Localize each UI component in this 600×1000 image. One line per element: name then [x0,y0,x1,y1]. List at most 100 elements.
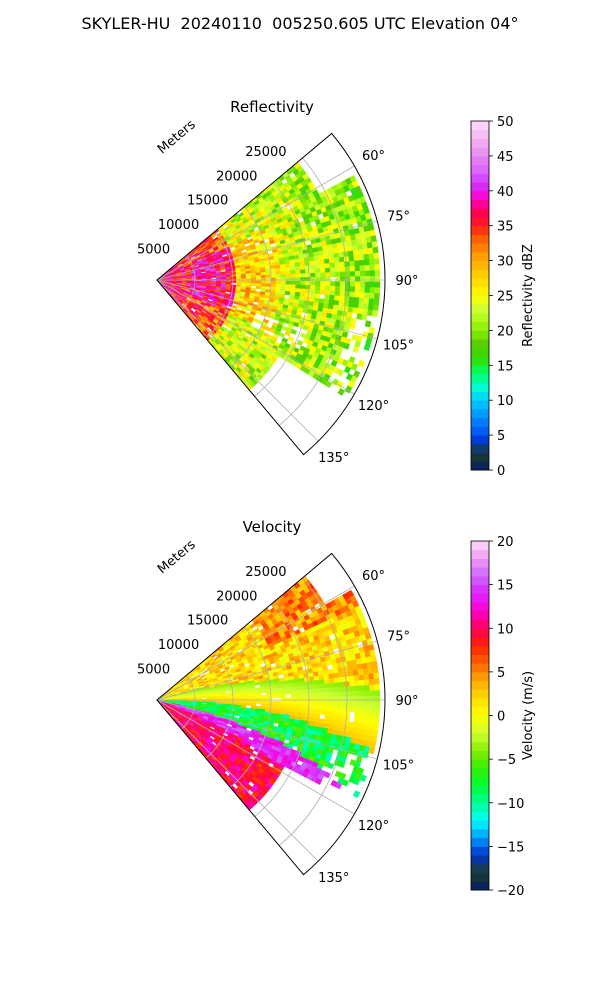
colorbar-segment [471,602,489,612]
heatmap-cell [275,700,282,705]
heatmap-cell [374,287,381,294]
heatmap-cell [345,701,351,707]
heatmap-cell [368,298,375,305]
heatmap-cell [278,332,286,338]
heatmap-cell [294,682,301,687]
heatmap-cell [347,250,355,257]
heatmap-cell [364,320,372,328]
heatmap-cell [201,696,207,699]
heatmap-cell [328,253,335,260]
heatmap-cell [371,310,379,318]
heatmap-cell [309,260,316,266]
heatmap-cell [354,286,361,293]
colorbar-segment [471,138,489,148]
heatmap-cell [319,679,325,685]
heatmap-cell [318,254,325,261]
heatmap-cell [270,277,277,282]
heatmap-cell [285,273,292,278]
heatmap-cell [231,696,237,699]
heatmap-cell [320,281,326,287]
azimuth-tick-label: 60° [362,149,385,164]
heatmap-cell [364,259,370,266]
heatmap-cell [374,264,381,271]
heatmap-cell [255,272,262,276]
heatmap-cell [310,705,316,710]
heatmap-cell [250,698,257,702]
heatmap-cell [265,271,272,276]
colorbar-segment [471,828,489,839]
heatmap-cell [347,670,355,677]
colorbar-segment [471,767,489,778]
heatmap-cell [334,710,341,717]
heatmap-cell [325,701,331,707]
heatmap-cell [245,693,252,697]
heatmap-cell [368,718,375,725]
heatmap-cell [324,714,331,720]
heatmap-cell [367,667,374,675]
heatmap-cell [315,696,321,702]
heatmap-cell [308,256,315,262]
colorbar-segment [471,295,489,305]
heatmap-cell [310,692,316,698]
heatmap-cell [314,679,321,686]
radial-tick-label: 15000 [187,614,228,629]
heatmap-cell [250,278,257,282]
heatmap-cell [304,288,311,294]
heatmap-cell [374,713,380,720]
heatmap-cell [364,707,371,714]
heatmap-cell [363,673,370,681]
heatmap-cell [374,281,381,288]
heatmap-cell [352,249,359,257]
heatmap-cell [295,269,301,275]
heatmap-cell [324,687,331,693]
heatmap-cell [354,711,361,718]
colorbar-segment [471,190,489,201]
colorbar-segment [471,260,489,270]
heatmap-cell [358,722,365,730]
heatmap-cell [245,275,252,279]
heatmap-cell [371,730,379,738]
heatmap-cell [300,689,306,694]
heatmap-cell [294,266,301,271]
heatmap-cell [285,707,291,712]
chart-panel-reflectivity: 60°75°90°105°120°135°5000100001500020000… [137,98,536,479]
heatmap-cell [352,669,359,677]
heatmap-cell [374,275,381,283]
radial-axis-label: Meters [155,537,199,577]
page-title: SKYLER-HU 20240110 005250.605 UTC Elevat… [81,14,519,33]
colorbar-segment [471,269,489,279]
colorbar-segment [471,575,489,586]
heatmap-cell [265,697,272,702]
heatmap-cell [285,284,291,289]
heatmap-cell [270,271,277,276]
colorbar-segment [471,321,489,331]
heatmap-cell [320,696,326,702]
radial-tick-label: 25000 [245,565,286,580]
heatmap-cell [373,258,380,266]
heatmap-cell [241,700,247,704]
heatmap-cell [334,686,341,693]
heatmap-cell [285,700,292,705]
heatmap-cell [369,270,376,277]
colorbar-segment [471,225,489,235]
heatmap-cell [369,695,376,703]
azimuth-tick-label: 120° [358,819,389,834]
heatmap-cell [285,704,291,709]
heatmap-cell [270,694,277,699]
heatmap-cell [368,673,375,680]
heatmap-cell [309,684,316,690]
colorbar-segment [471,435,489,445]
heatmap-cell [369,707,376,714]
heatmap-cell [280,697,287,702]
heatmap-cell [325,692,331,698]
heatmap-cell [359,706,366,713]
heatmap-cell [362,668,369,675]
heatmap-cell [285,697,292,702]
colorbar-segment [471,715,489,725]
radial-tick-label: 5000 [137,663,170,678]
heatmap-cell [295,693,301,698]
heatmap-cell [245,273,252,277]
colorbar-tick-label: −10 [497,797,524,812]
heatmap-cell [201,701,207,704]
heatmap-cell [335,276,341,282]
